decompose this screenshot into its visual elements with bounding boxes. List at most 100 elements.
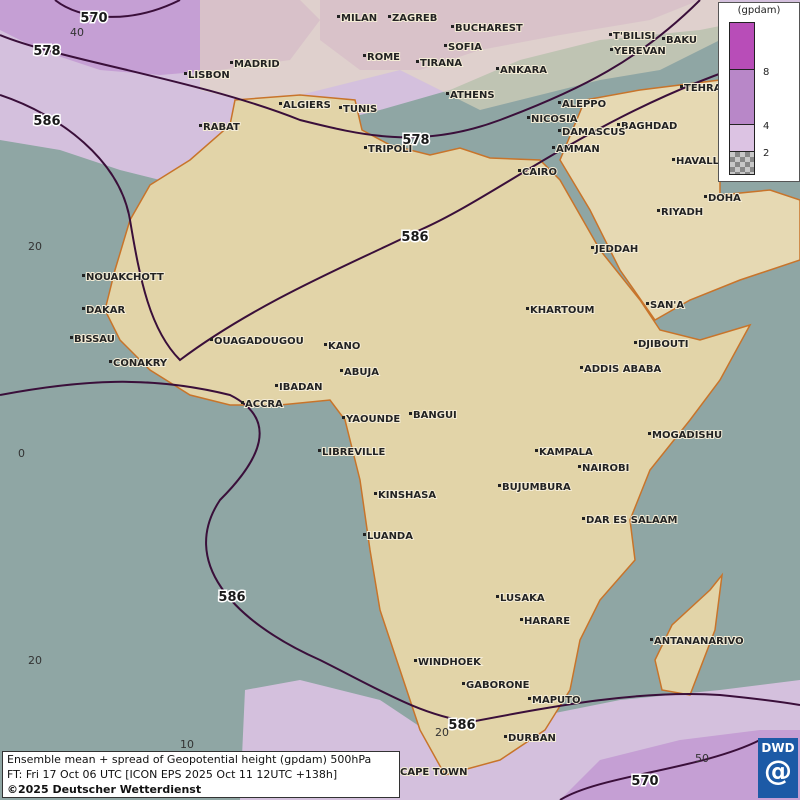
legend-swatch-low xyxy=(729,124,755,151)
city-label: ZAGREB xyxy=(392,13,437,24)
city-marker xyxy=(662,37,665,40)
city-label: TIRANA xyxy=(420,58,462,69)
city-marker xyxy=(342,416,345,419)
city-marker xyxy=(634,341,637,344)
city-marker xyxy=(409,412,412,415)
city-marker xyxy=(610,48,613,51)
city-label: LUSAKA xyxy=(500,593,545,604)
city-marker xyxy=(498,484,501,487)
contour-label-578: 578 xyxy=(402,133,429,148)
europe-land xyxy=(200,0,720,110)
legend-tick-2: 2 xyxy=(763,148,770,159)
city-label: BUCHAREST xyxy=(455,23,523,34)
city-marker xyxy=(279,102,282,105)
grid-label: 20 xyxy=(28,654,42,667)
city-label: KINSHASA xyxy=(378,490,436,501)
contour-label-586: 586 xyxy=(218,590,245,605)
contour-label-586: 586 xyxy=(401,230,428,245)
city-label: JEDDAH xyxy=(594,244,638,255)
city-label: DAMASCUS xyxy=(562,127,626,138)
city-label: ALEPPO xyxy=(562,99,606,110)
city-label: LIBREVILLE xyxy=(322,447,385,458)
grid-label: 40 xyxy=(70,26,84,39)
city-label: SAN'A xyxy=(650,300,684,311)
arabia-land xyxy=(559,79,800,321)
city-marker xyxy=(82,274,85,277)
city-label: IBADAN xyxy=(279,382,323,393)
city-label: NICOSIA xyxy=(531,114,578,125)
city-label: DOHA xyxy=(708,193,741,204)
city-marker xyxy=(496,67,499,70)
city-label: ADDIS ABABA xyxy=(584,364,661,375)
city-marker xyxy=(580,366,583,369)
city-marker xyxy=(518,169,521,172)
contour-578-north xyxy=(0,0,701,139)
madagascar-land xyxy=(654,572,724,696)
city-label: CAPE TOWN xyxy=(400,767,467,778)
grid-label: 10 xyxy=(180,738,194,751)
city-marker xyxy=(318,449,321,452)
legend-tick-4: 4 xyxy=(763,121,770,132)
city-label: DAR ES SALAAM xyxy=(586,515,678,526)
city-marker xyxy=(657,209,660,212)
contour-570-north xyxy=(54,0,181,18)
city-marker xyxy=(230,61,233,64)
africa-land xyxy=(104,94,752,776)
city-label: KHARTOUM xyxy=(530,305,595,316)
contour-label-586: 586 xyxy=(33,114,60,129)
legend-unit: (gpdam) xyxy=(737,5,781,16)
city-marker xyxy=(184,72,187,75)
city-marker xyxy=(672,158,675,161)
city-label: CONAKRY xyxy=(113,358,168,369)
city-marker xyxy=(275,384,278,387)
city-marker xyxy=(388,15,391,18)
city-marker xyxy=(646,302,649,305)
grid-label: 0 xyxy=(18,447,25,460)
city-label: ROME xyxy=(367,52,400,63)
city-marker xyxy=(609,33,612,36)
city-marker xyxy=(462,682,465,685)
city-label: RIYADH xyxy=(661,207,703,218)
dwd-logo: DWD @ xyxy=(758,738,798,798)
city-marker xyxy=(414,659,417,662)
city-marker xyxy=(337,15,340,18)
city-label: NAIROBI xyxy=(582,463,629,474)
legend-swatch-high xyxy=(729,22,755,69)
city-marker xyxy=(617,123,620,126)
city-marker xyxy=(324,343,327,346)
city-marker xyxy=(704,195,707,198)
city-marker xyxy=(109,360,112,363)
dwd-logo-text: DWD xyxy=(761,741,795,755)
city-marker xyxy=(339,106,342,109)
city-label: DAKAR xyxy=(86,305,126,316)
city-marker xyxy=(520,618,523,621)
city-marker xyxy=(582,517,585,520)
city-marker xyxy=(210,338,213,341)
city-marker xyxy=(526,307,529,310)
city-label: TUNIS xyxy=(343,104,377,115)
grid-label: 20 xyxy=(28,240,42,253)
city-label: MAPUTO xyxy=(532,695,580,706)
city-marker xyxy=(591,246,594,249)
city-label: YAOUNDE xyxy=(345,414,400,425)
contour-label-570: 570 xyxy=(80,11,107,26)
legend-tick-8: 8 xyxy=(763,67,770,78)
city-marker xyxy=(416,60,419,63)
legend-swatch-min xyxy=(729,151,755,175)
city-marker xyxy=(578,465,581,468)
city-label: GABORONE xyxy=(466,680,530,691)
caption-copyright: ©2025 Deutscher Wetterdienst xyxy=(7,783,202,796)
contour-label-586: 586 xyxy=(448,718,475,733)
city-label: ABUJA xyxy=(344,367,379,378)
city-label: CAIRO xyxy=(522,167,557,178)
caption-box: Ensemble mean + spread of Geopotential h… xyxy=(2,751,400,798)
city-marker xyxy=(552,146,555,149)
city-label: LISBON xyxy=(188,70,230,81)
city-label: SOFIA xyxy=(448,42,482,53)
city-label: T'BILISI xyxy=(613,31,655,42)
city-label: YEREVAN xyxy=(613,46,666,57)
city-label: BUJUMBURA xyxy=(502,482,571,493)
city-marker xyxy=(535,449,538,452)
contour-570-south xyxy=(559,739,761,800)
